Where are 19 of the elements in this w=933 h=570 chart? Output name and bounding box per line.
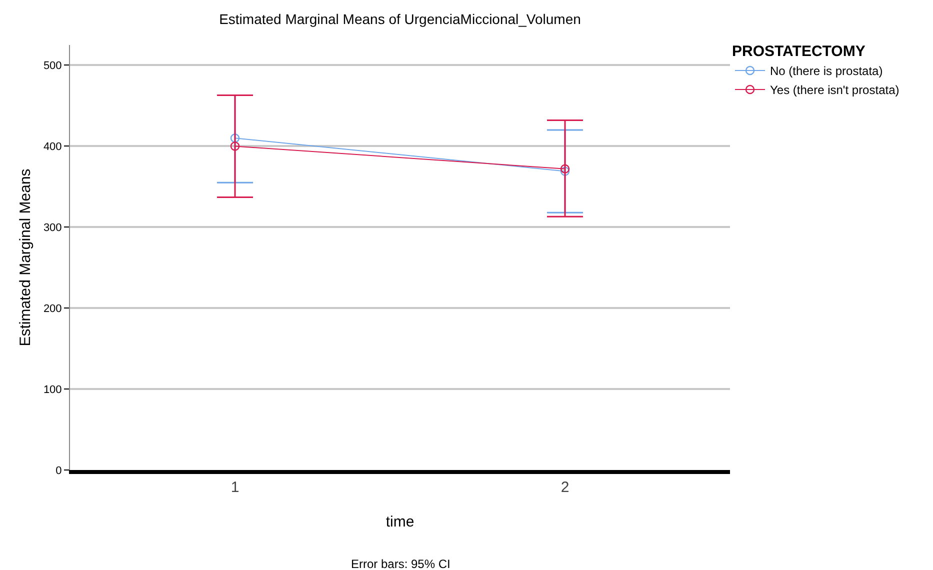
x-axis-title: time xyxy=(386,514,414,530)
text: Error bars: 95% CI xyxy=(351,557,450,570)
y-tick-label: 0 xyxy=(56,464,62,477)
x-tick-label: 1 xyxy=(230,479,240,496)
y-tick-label: 300 xyxy=(43,222,62,234)
legend-title: PROSTATECTOMY xyxy=(732,43,866,60)
y-tick-label: 500 xyxy=(43,60,62,72)
point xyxy=(560,164,570,174)
y-tick-label: 200 xyxy=(43,302,62,315)
y-tick-label: 100 xyxy=(43,384,62,396)
legend-label: Yes (there isn't prostata) xyxy=(770,83,900,98)
point xyxy=(560,166,570,176)
point xyxy=(230,142,240,151)
point xyxy=(230,134,240,143)
legend-label: No (there is prostata) xyxy=(770,64,883,78)
y-axis-title: Estimated Marginal Means xyxy=(17,168,34,346)
y-tick-label: 400 xyxy=(43,141,62,154)
x-tick-label: 2 xyxy=(560,479,570,496)
chart-title: Estimated Marginal Means of UrgenciaMiccional_Volumen xyxy=(219,11,581,28)
